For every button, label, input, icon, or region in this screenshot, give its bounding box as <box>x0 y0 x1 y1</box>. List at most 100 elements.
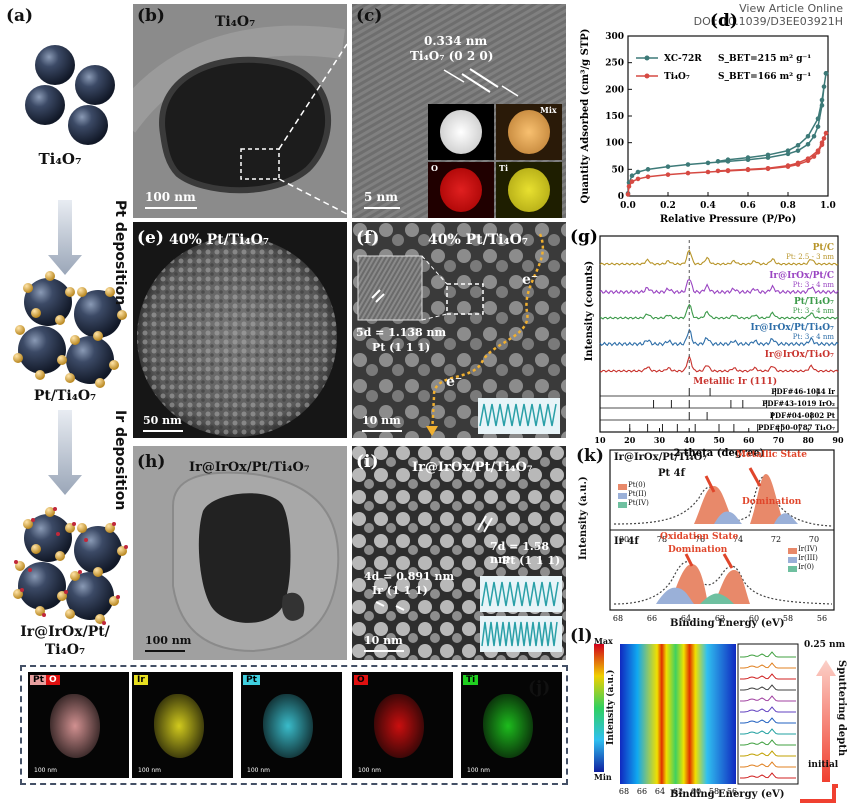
panel-b-scale: 100 nm <box>145 190 196 204</box>
map-o: O <box>428 162 494 218</box>
ref-label: PDF#04-0802 Pt <box>770 411 836 420</box>
panel-l-label: (l) <box>570 626 593 646</box>
data-point <box>765 152 771 158</box>
map-ti: Ti <box>496 162 562 218</box>
element-map-3: O 100 nm <box>352 672 453 778</box>
x-tick-label: 90 <box>832 435 844 445</box>
tem-b-drawing <box>133 4 347 218</box>
data-point <box>705 160 711 166</box>
tem-h-drawing <box>133 446 347 660</box>
xrd-trace-1 <box>599 278 839 295</box>
x-tick-label: 70 <box>773 435 785 445</box>
series-label: Ir@IrOx/Ti₄O₇ <box>765 350 834 360</box>
pt-deposition-label: Pt deposition <box>112 200 128 306</box>
electron-1-label: e⁻ <box>522 272 539 288</box>
data-point <box>805 156 811 161</box>
series-line-1 <box>627 132 827 195</box>
doi-text: DOI: 10.1039/D3EE03921H <box>693 15 843 28</box>
map-scale: 100 nm <box>247 767 271 774</box>
xrd-chart: (g) 10 20 30 40 50 60 70 80 90 2 theta (degree) Int… <box>570 227 844 459</box>
data-point <box>785 163 791 168</box>
profile-curve <box>740 750 796 757</box>
series-note: Pt: 2.5 - 3 nm <box>786 253 834 261</box>
x-tick-label: 30 <box>654 435 666 445</box>
panel-k-label: (k) <box>576 446 604 466</box>
panel-f-spacing: 5d = 1.138 nm <box>356 326 447 339</box>
legend-item: Ir(0) <box>798 563 815 571</box>
legend-item: Pt(II) <box>628 490 647 498</box>
tick-label: 58 <box>709 787 719 796</box>
panel-h-title: Ir@IrOx/Pt/Ti₄O₇ <box>189 460 310 475</box>
data-point <box>795 143 801 148</box>
data-point <box>725 157 731 163</box>
data-point <box>819 103 825 108</box>
article-header: View Article Online DOI: 10.1039/D3EE039… <box>694 2 843 28</box>
data-point <box>765 165 771 171</box>
profile-curve <box>740 717 796 724</box>
haadf-f-drawing <box>352 222 566 438</box>
tick-label: 66 <box>637 787 647 796</box>
y-tick-label: 300 <box>605 32 624 42</box>
x-tick-label: 40 <box>684 435 696 445</box>
x-tick-label: 0.0 <box>620 201 636 211</box>
x-tick-label: 50 <box>713 435 725 445</box>
heatmap <box>620 644 736 784</box>
particle-blob <box>50 694 100 758</box>
element-map-4: Ti 100 nm <box>461 672 562 778</box>
ir4f-label: Ir 4f <box>614 536 639 547</box>
tick-label: 70 <box>809 535 819 544</box>
map-scale: 100 nm <box>358 767 382 774</box>
series-label: Pt/C <box>813 243 834 253</box>
pt-ti4o7-label: Pt/Ti₄O₇ <box>33 388 97 404</box>
data-point <box>645 167 651 172</box>
data-point <box>715 168 721 174</box>
tick-label: 60 <box>691 787 701 796</box>
legend-pt: Pt(0) Pt(II) Pt(IV) <box>628 481 649 508</box>
panel-c-spacing: 0.334 nm <box>424 34 488 48</box>
particle-blob <box>374 694 424 758</box>
map-scale: 100 nm <box>467 767 491 774</box>
map-o-label: O <box>431 163 438 173</box>
particle-blob <box>154 694 204 758</box>
data-point <box>715 159 721 164</box>
series-label: Ir@IrOx/Pt/C <box>769 271 834 281</box>
panel-e-title: 40% Pt/Ti₄O₇ <box>169 232 269 248</box>
data-point <box>705 169 711 175</box>
y-tick-label: 100 <box>605 139 624 149</box>
series-label: Ir@IrOx/Pt/Ti₄O₇ <box>751 323 835 333</box>
data-point <box>819 140 825 145</box>
x-tick-label: 20 <box>624 435 636 445</box>
xrd-trace-2 <box>599 303 839 320</box>
x-tick-label: 10 <box>594 435 606 445</box>
x-tick-label: 1.0 <box>820 201 836 211</box>
haadf-image-e: (e) 40% Pt/Ti₄O₇ 50 nm <box>133 222 347 438</box>
data-point <box>685 162 691 167</box>
panel-k-sample: Ir@IrOx/Pt/Ti₄O₇ <box>614 452 707 463</box>
ref-label: PDF#50-0787 Ti₄O₇ <box>758 423 835 432</box>
data-point <box>626 184 632 189</box>
tick-label: 78 <box>657 535 667 544</box>
tick-label: 68 <box>619 787 629 796</box>
xrd-trace-3 <box>599 328 839 347</box>
scale-bar-e <box>143 430 183 432</box>
pt-ti4o7-spheres <box>13 271 127 388</box>
oxidation-label-2: Domination <box>668 545 728 555</box>
legend-item: Ir(IV) <box>798 545 818 553</box>
legend-marker <box>644 55 650 61</box>
data-point <box>629 173 635 179</box>
data-point <box>625 192 631 197</box>
y-tick-label: 200 <box>605 85 624 95</box>
panel-l-xlabel: Binding Energy (eV) <box>670 789 785 800</box>
final-label-2: Ti₄O₇ <box>44 642 86 658</box>
pt4f-label: Pt 4f <box>658 468 685 479</box>
y-tick-label: 50 <box>611 165 624 175</box>
data-point <box>635 169 641 175</box>
map-scale: 100 nm <box>34 767 58 774</box>
particle-blob <box>483 694 533 758</box>
colorbar <box>594 644 604 772</box>
y-tick-label: 150 <box>605 112 624 122</box>
map-scale: 100 nm <box>138 767 162 774</box>
view-article-link[interactable]: View Article Online <box>739 2 843 15</box>
ir-deposition-label: Ir deposition <box>112 410 128 511</box>
tick-label: 80 <box>619 535 629 544</box>
